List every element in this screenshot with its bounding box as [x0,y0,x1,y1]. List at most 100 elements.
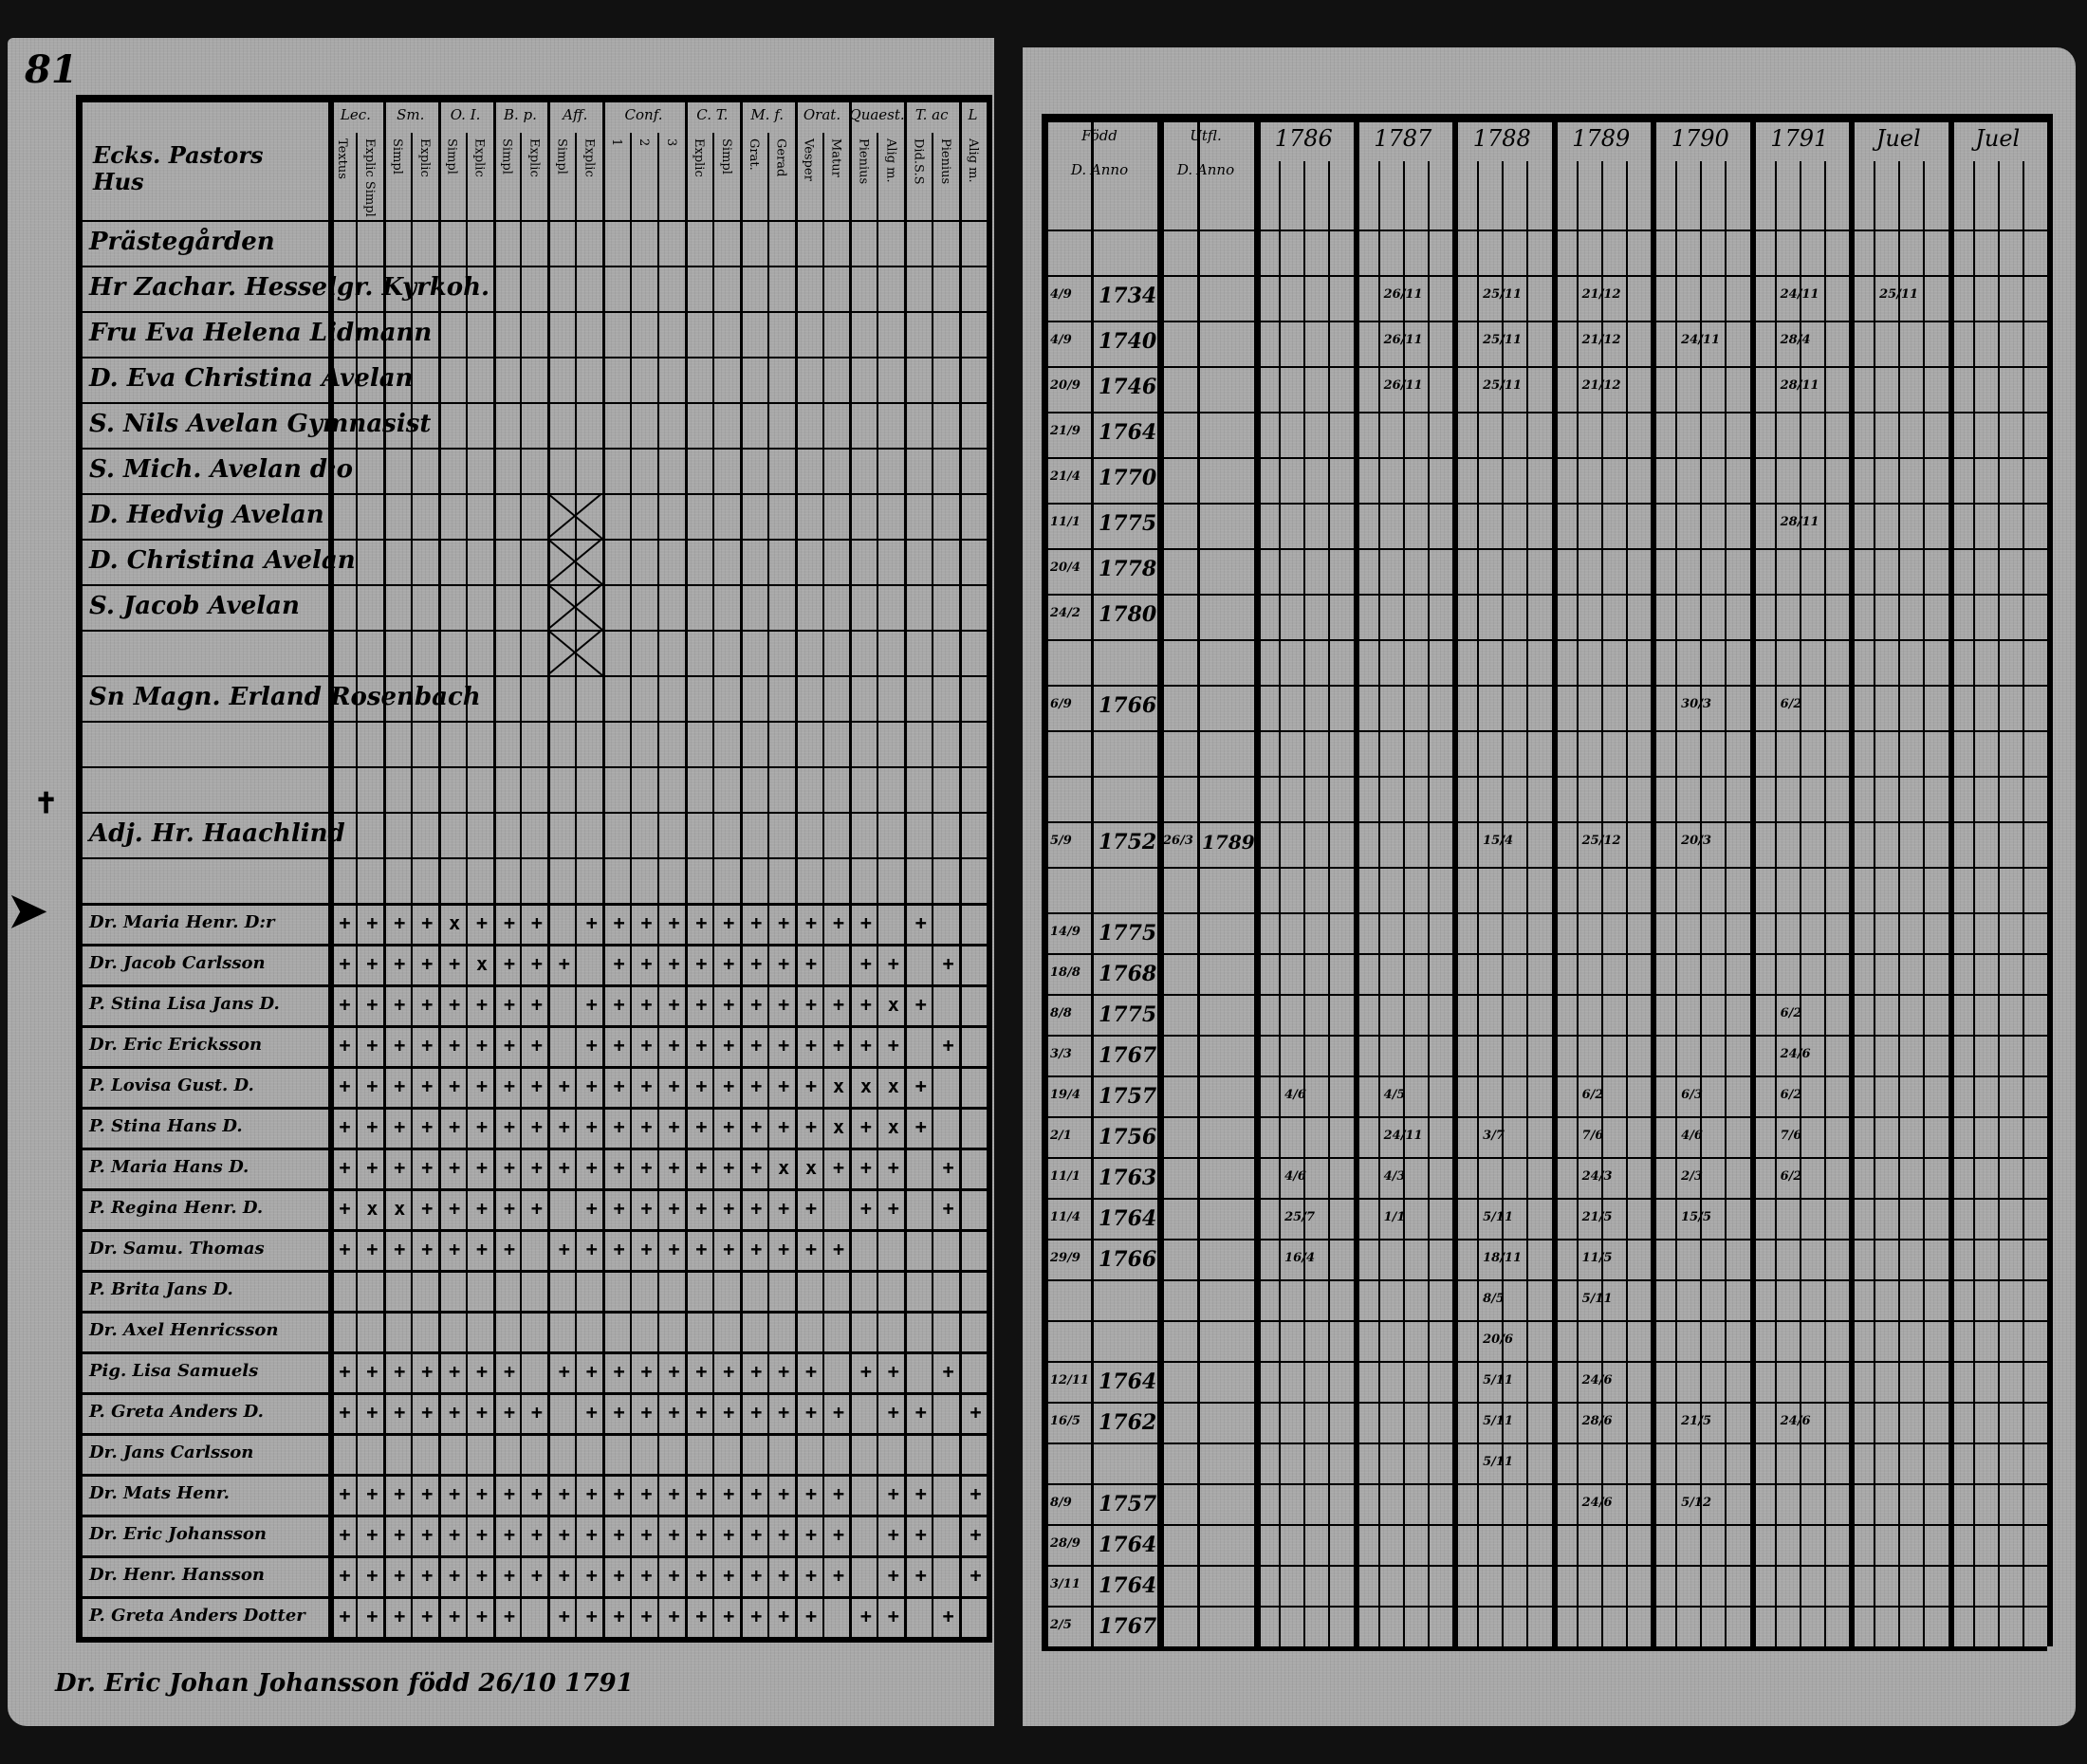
subcolumn-rule [932,133,934,1637]
bottom-rule [76,1637,992,1643]
person-name: Prästegården [89,228,275,256]
row-rule [76,584,987,586]
row-rule [76,1515,987,1517]
column-rule [1157,114,1164,1646]
row-rule [1042,321,2047,322]
person-name: Dr. Eric Ericksson [89,1035,263,1055]
visit-date: 5/11 [1483,1455,1514,1469]
subcolumn-rule [1303,161,1306,1646]
subcolumn-rule [1972,161,1975,1646]
row-rule [1042,1157,2047,1159]
row-rule [76,1107,987,1110]
birth-year: 1775 [1099,1002,1157,1027]
column-header: Lec. [340,106,371,123]
visit-date: 24/6 [1581,1496,1613,1510]
row-rule [1042,503,2047,505]
row-rule [76,493,987,495]
visit-date: 24/11 [1383,1129,1423,1143]
birth-day: 4/9 [1050,287,1072,302]
column-header: C. T. [696,106,729,123]
subcolumn-rule [1526,161,1529,1646]
row-rule [76,1229,987,1232]
birth-year: 1764 [1099,1573,1157,1598]
visit-date: 20/6 [1483,1332,1514,1347]
column-rule [437,95,441,1637]
subcolumn-header: Alig m. [883,138,898,183]
visit-date: 24/6 [1581,1373,1613,1387]
person-name: P. Greta Anders Dotter [89,1606,305,1626]
birth-day: 11/1 [1050,1169,1080,1184]
knowledge-marks: +++++++ +++++++++++ [339,1238,860,1260]
row-rule [76,220,987,222]
visit-date: 26/11 [1383,378,1423,393]
row-rule [1042,730,2047,732]
subcolumn-rule [1625,161,1628,1646]
subcolumn-header: Simpl [389,138,404,175]
subcolumn-header: Grat. [746,138,761,171]
visit-date: 28/11 [1780,515,1819,529]
birth-day: 24/2 [1050,606,1080,620]
row-rule [1042,867,2047,869]
subcolumn-header: Pienius [856,138,871,185]
knowledge-marks: +xx+++++ +++++++++ ++ + [339,1197,970,1220]
person-name: S. Mich. Avelan d:o [89,455,354,484]
left-page: 81 Ecks. Pastors Hus Lec. Textus Explic Si… [8,38,994,1726]
birth-day: 21/9 [1050,424,1080,438]
subcolumn-rule [1898,161,1901,1646]
birth-year: 1757 [1099,1084,1157,1109]
year-rule [1948,114,1954,1646]
column-rule [739,95,743,1637]
column-header: M. f. [750,106,784,123]
person-name: Dr. Mats Henr. [89,1483,230,1503]
arrow-marker-icon: ➤ [8,882,47,938]
subcolumn-rule [1725,161,1727,1646]
column-header: B. p. [503,106,537,123]
visit-date: 2/3 [1681,1169,1703,1184]
subcolumn-header: Explic [582,138,597,177]
visit-date: 26/11 [1383,287,1423,302]
row-rule [1042,1606,2047,1608]
birth-day: 11/4 [1050,1210,1080,1224]
subcolumn-header: Simpl [718,138,733,175]
frame-left [76,95,83,1637]
person-name: P. Maria Hans D. [89,1157,249,1177]
subcolumn-header: Explic [416,138,432,177]
visit-date: 5/11 [1483,1373,1514,1387]
visit-date: 8/5 [1483,1292,1505,1306]
subcolumn-rule [766,133,769,1637]
birth-year: 1764 [1099,1369,1157,1394]
knowledge-marks: ++++x+++ +++++++++++ + [339,911,943,934]
year-header: Juel [1975,125,2021,152]
visit-date: 24/11 [1681,333,1721,347]
subcolumn-rule [1675,161,1678,1646]
row-rule [1042,1116,2047,1118]
row-rule [1042,685,2047,687]
visit-date: 25/12 [1581,834,1621,848]
row-rule [1042,1442,2047,1444]
column-rule [684,95,688,1637]
visit-date: 15/5 [1681,1210,1712,1224]
birth-year: 1762 [1099,1410,1157,1435]
birth-year: 1767 [1099,1043,1157,1068]
row-rule [76,1474,987,1477]
year-header: 1786 [1274,125,1333,152]
subcolumn-rule [1402,161,1405,1646]
row-rule [76,402,987,404]
subcolumn-rule [575,133,578,1637]
row-rule [76,448,987,450]
birth-year: 1766 [1099,693,1157,718]
person-name: Dr. Axel Henricsson [89,1320,279,1340]
knowledge-marks: ++++++++ +++++++++++x+ [339,993,943,1016]
visit-date: 20/3 [1681,834,1712,848]
birth-year: 1778 [1099,557,1157,581]
visit-date: 5/11 [1483,1210,1514,1224]
visit-date: 25/11 [1879,287,1919,302]
out-year: 1789 [1202,831,1255,854]
footnote: Dr. Eric Johan Johansson född 26/10 1791 [55,1669,634,1698]
subcolumn-rule [1377,161,1380,1646]
person-name: Pig. Lisa Samuels [89,1361,259,1381]
birth-year: 1740 [1099,329,1157,354]
person-name: Fru Eva Helena Lidmann [89,319,433,347]
column-rule [1091,114,1094,1646]
knowledge-marks: ++++++++++++++++++xxx+ [339,1075,943,1097]
